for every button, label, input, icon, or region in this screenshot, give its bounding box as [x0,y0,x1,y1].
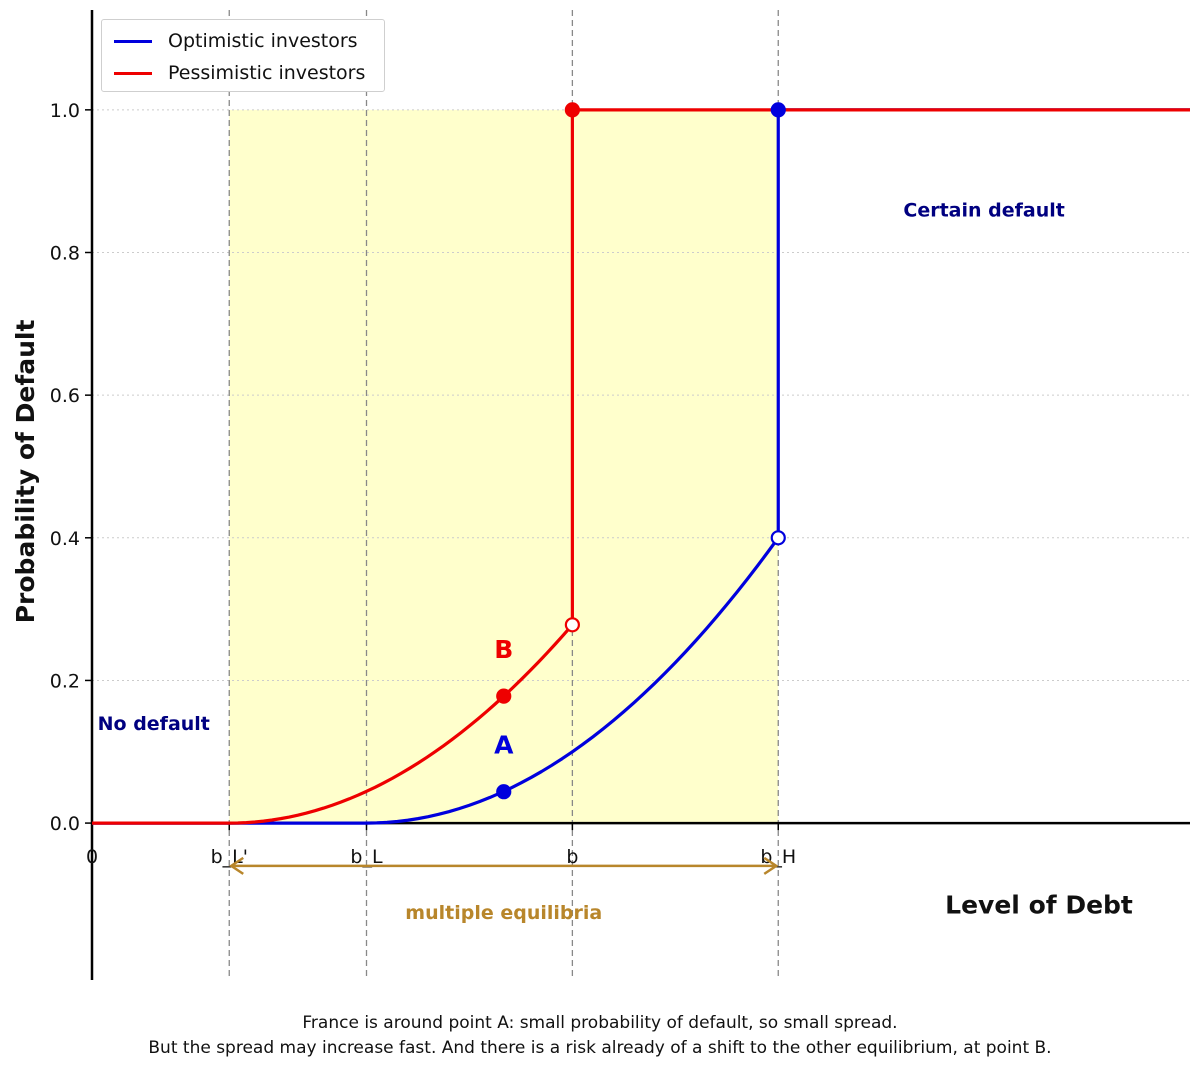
y-tick-label-1: 0.2 [50,670,80,692]
series-line-optimistic [92,108,1190,825]
series-line-pessimistic [92,108,1190,825]
legend-item-optimistic: Optimistic investors [114,29,358,53]
annotation-1: Certain default [903,200,1064,222]
legend-swatch-optimistic [114,39,152,43]
chart-legend: Optimistic investors Pessimistic investo… [101,19,385,92]
annotation-2: multiple equilibria [405,902,602,924]
legend-label-optimistic: Optimistic investors [168,30,358,52]
y-tick-label-2: 0.4 [50,528,80,550]
y-tick-label-0: 0.0 [50,813,80,835]
marker-point-4 [770,530,786,546]
x-tick-label-2: b_L [350,846,383,868]
point-label-B: B [494,635,513,664]
caption-line-2: But the spread may increase fast. And th… [148,1038,1052,1058]
range-arrow-head-right [763,856,779,875]
y-axis-label: Probability of Default [11,320,40,624]
point-label-A: A [494,731,514,760]
x-tick-label-1: b_L' [211,846,248,868]
marker-point-1 [496,688,512,704]
y-tick-label-5: 1.0 [50,100,80,122]
y-tick-label-4: 0.8 [50,243,80,265]
marker-point-5 [770,102,786,118]
x-tick-label-0: 0 [86,846,98,868]
legend-label-pessimistic: Pessimistic investors [168,62,366,84]
y-tick-label-3: 0.6 [50,385,80,407]
annotation-0: No default [98,713,210,735]
range-arrow-head-left [228,856,244,875]
marker-point-2 [564,617,580,633]
shaded-region-multiple-equilibria [229,109,779,824]
legend-item-pessimistic: Pessimistic investors [114,61,365,85]
x-axis-label: Level of Debt [945,891,1133,920]
caption-line-1: France is around point A: small probabil… [302,1013,898,1033]
marker-point-3 [564,102,580,118]
marker-point-0 [496,784,512,800]
legend-swatch-pessimistic [114,71,152,75]
x-tick-label-3: b [566,846,578,868]
